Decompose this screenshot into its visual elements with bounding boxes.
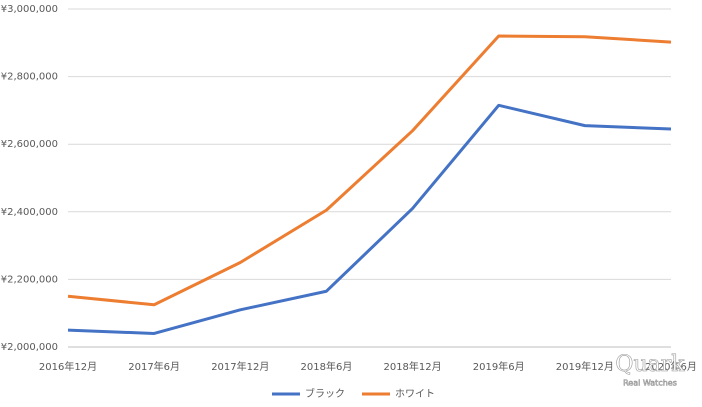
- x-tick-label: 2017年6月: [128, 360, 180, 373]
- series-line: [67, 34, 672, 307]
- x-tick-label: 2018年12月: [383, 360, 441, 373]
- legend-label: ホワイト: [395, 388, 435, 400]
- y-tick-label: ¥2,600,000: [1, 139, 58, 150]
- legend-label: ブラック: [305, 387, 345, 400]
- watermark-brand: Quark: [615, 352, 685, 377]
- x-tick-label: 2017年12月: [211, 360, 269, 373]
- series-line: [67, 103, 672, 335]
- y-tick-label: ¥2,000,000: [1, 342, 58, 353]
- y-tick-label: ¥2,200,000: [1, 274, 58, 285]
- x-tick-label: 2019年12月: [556, 360, 614, 373]
- x-tick-label: 2019年6月: [473, 360, 525, 373]
- watermark-tagline: Real Watches: [623, 379, 677, 388]
- x-tick-label: 2016年12月: [39, 360, 97, 373]
- y-tick-label: ¥2,800,000: [1, 72, 58, 83]
- y-tick-label: ¥3,000,000: [1, 4, 58, 15]
- x-tick-label: 2020年6月: [645, 360, 697, 373]
- y-tick-label: ¥2,400,000: [1, 207, 58, 218]
- x-tick-label: 2018年6月: [301, 360, 353, 373]
